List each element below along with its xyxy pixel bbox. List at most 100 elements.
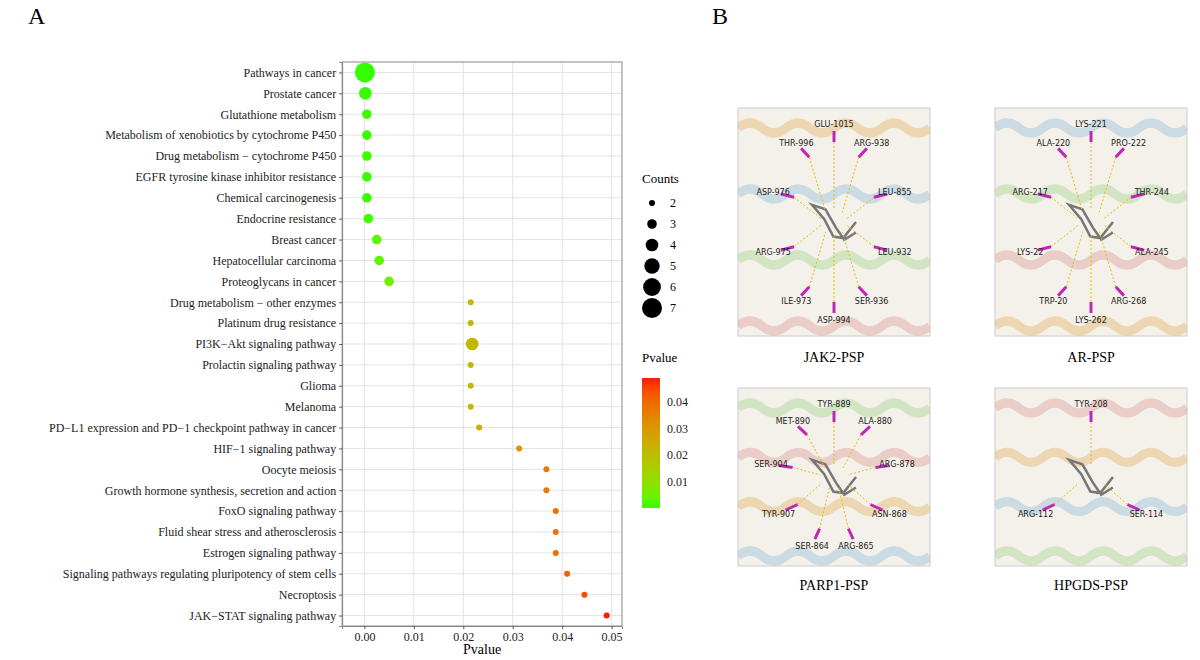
y-tick-mark xyxy=(339,156,342,157)
bubble xyxy=(516,445,522,451)
y-tick-label: Hepatocellular carcinoma xyxy=(213,254,337,268)
bubble xyxy=(468,362,474,368)
ligand xyxy=(1069,205,1113,240)
docking-panel: TYR-208SER-114ARG-112HPGDS-PSP xyxy=(995,388,1187,593)
x-tick: 0.02 xyxy=(453,626,474,644)
hbond xyxy=(1066,232,1082,287)
residue-stick xyxy=(833,411,836,422)
size-legend-key xyxy=(647,219,657,229)
residue-stick xyxy=(861,426,870,434)
hbond xyxy=(847,197,874,218)
ligand xyxy=(812,205,856,240)
residue-stick xyxy=(859,148,867,157)
grid-line-y xyxy=(342,156,622,157)
size-legend-label: 2 xyxy=(670,196,676,210)
y-tick: Drug metabolism − cytochrome P450 xyxy=(155,149,342,163)
bubble xyxy=(372,235,382,245)
y-tick-label: Glutathione metabolism xyxy=(220,108,336,122)
y-tick: Pathways in cancer xyxy=(244,66,343,80)
grid-line-y xyxy=(342,323,622,324)
residue-label: ILE-973 xyxy=(781,297,811,306)
y-tick: EGFR tyrosine kinase inhibitor resistanc… xyxy=(136,170,343,184)
colorbar-tick-label: 0.01 xyxy=(667,475,688,489)
hbond xyxy=(1051,226,1078,247)
grid-line-y xyxy=(342,406,622,407)
y-tick-mark xyxy=(339,386,342,387)
hbond xyxy=(848,467,876,474)
residue-label: TYR-889 xyxy=(816,400,850,409)
x-tick-label: 0.05 xyxy=(602,630,623,644)
grid-line-y xyxy=(342,93,622,94)
grid-line-y xyxy=(342,594,622,595)
size-legend-label: 5 xyxy=(670,259,676,273)
y-tick-label: Prolactin signaling pathway xyxy=(202,358,336,372)
y-tick: Breast cancer xyxy=(271,233,342,247)
hbond xyxy=(1103,483,1127,505)
figure: A0.000.010.020.030.040.05PvaluePathways … xyxy=(0,0,1200,660)
y-tick-label: PD−L1 expression and PD−1 checkpoint pat… xyxy=(49,421,336,435)
y-tick-label: Drug metabolism − cytochrome P450 xyxy=(155,149,336,163)
residue-label: PRO-222 xyxy=(1111,139,1146,148)
y-tick: Endocrine resistance xyxy=(237,212,343,226)
hbond xyxy=(842,157,858,212)
protein-ribbon xyxy=(995,551,1187,561)
points xyxy=(355,62,610,618)
residue-label: ASP-994 xyxy=(817,316,850,325)
y-tick-mark xyxy=(339,93,342,94)
colorbar-tick: 0.04 xyxy=(660,395,688,409)
residue-label: ASN-868 xyxy=(872,510,907,519)
residue-label: ARG-878 xyxy=(879,460,914,469)
panel-label: B xyxy=(712,3,728,29)
y-tick: PD−L1 expression and PD−1 checkpoint pat… xyxy=(49,421,342,435)
bubble xyxy=(468,299,474,305)
colorbar-tick: 0.03 xyxy=(660,422,688,436)
residue-label: LEU-855 xyxy=(878,188,912,197)
bubble xyxy=(553,508,559,514)
y-tick: Prostate cancer xyxy=(263,87,342,101)
residue-stick xyxy=(1058,287,1066,296)
y-tick: Oocyte meiosis xyxy=(262,463,342,477)
grid-line-y xyxy=(342,490,622,491)
y-tick: Melanoma xyxy=(285,400,342,414)
protein-cartoon xyxy=(995,403,1187,561)
x-axis-title: Pvalue xyxy=(463,642,501,657)
hbond xyxy=(793,467,821,474)
plot-background xyxy=(342,62,622,626)
x-axis-line xyxy=(343,627,623,630)
hbond xyxy=(1091,234,1092,302)
y-tick-label: Fluid shear stress and atherosclerosis xyxy=(158,525,336,539)
residue-label: TYR-907 xyxy=(761,510,795,519)
colorbar-tick-mark xyxy=(660,402,664,403)
grid-line-y xyxy=(342,552,622,553)
hbond xyxy=(794,197,821,218)
y-tick-label: Estrogen signaling pathway xyxy=(203,546,336,560)
y-tick-label: Chemical carcinogenesis xyxy=(217,191,337,205)
hbond xyxy=(843,435,861,468)
residue-stick xyxy=(801,287,809,296)
y-tick-mark xyxy=(339,407,342,408)
colorbar-tick-mark xyxy=(660,455,664,456)
residue-stick xyxy=(1058,148,1066,157)
residue-label: SER-936 xyxy=(855,297,889,306)
grid-line-y xyxy=(342,260,622,261)
grid-line-y xyxy=(342,448,622,449)
bubble xyxy=(362,193,372,203)
colorbar-bar xyxy=(642,378,660,508)
residue-label: SER-864 xyxy=(795,542,829,551)
hbond xyxy=(809,232,825,287)
grid-line-y xyxy=(342,615,622,616)
grid-line-y xyxy=(342,532,622,533)
y-tick-label: Pathways in cancer xyxy=(244,66,337,80)
bubble xyxy=(362,172,372,182)
protein-ribbon xyxy=(738,551,930,561)
y-tick: HIF−1 signaling pathway xyxy=(213,442,342,456)
residue-label: SER-904 xyxy=(754,460,788,469)
x-tick-label: 0.03 xyxy=(503,630,524,644)
hbond xyxy=(1091,142,1092,210)
y-tick-label: Breast cancer xyxy=(271,233,336,247)
grid-line-y xyxy=(342,344,622,345)
y-tick: JAK−STAT signaling pathway xyxy=(189,609,342,623)
protein-cartoon xyxy=(738,403,930,561)
hbond xyxy=(1066,157,1082,212)
y-tick-mark xyxy=(339,114,342,115)
